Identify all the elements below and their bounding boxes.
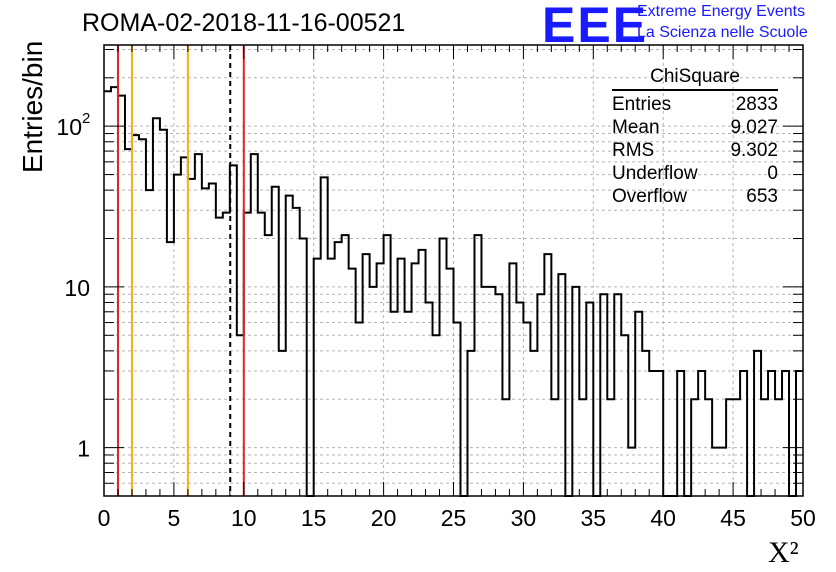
logo-line-1: Extreme Energy Events (637, 3, 806, 20)
x-tick-label: 35 (581, 505, 607, 531)
x-tick-label: 45 (720, 505, 746, 531)
y-tick-exponent: 2 (82, 110, 90, 127)
stats-row-entries: Entries 2833 (612, 93, 778, 116)
x-tick-label: 5 (168, 505, 181, 531)
stats-value: 2833 (735, 94, 778, 115)
stats-value: 653 (746, 186, 778, 207)
x-tick-label: 0 (98, 505, 111, 531)
x-tick-label: 20 (371, 505, 397, 531)
stats-box: ChiSquare Entries 2833 Mean 9.027 RMS 9.302… (612, 66, 778, 208)
y-tick-label: 10 (56, 114, 82, 140)
eee-logo: EEE (542, 0, 649, 53)
y-tick-label: 10 (64, 275, 90, 301)
x-tick-label: 15 (301, 505, 327, 531)
x-axis-label: X² (768, 536, 799, 569)
stats-row-mean: Mean 9.027 (612, 116, 778, 139)
stats-label: Mean (612, 117, 660, 138)
stats-row-overflow: Overflow 653 (612, 185, 778, 208)
histogram-outline (104, 86, 803, 497)
stats-value: 0 (767, 163, 778, 184)
stats-row-rms: RMS 9.302 (612, 139, 778, 162)
x-tick-label: 25 (441, 505, 467, 531)
stats-row-underflow: Underflow 0 (612, 162, 778, 185)
stats-title: ChiSquare (612, 66, 778, 91)
logo-line-2: La Scienza nelle Scuole (637, 24, 808, 41)
y-tick-label: 1 (77, 436, 90, 462)
x-tick-label: 10 (231, 505, 257, 531)
x-tick-label: 30 (511, 505, 537, 531)
chart-title: ROMA-02-2018-11-16-00521 (82, 9, 406, 37)
stats-label: Underflow (612, 163, 698, 184)
x-tick-label: 50 (790, 505, 816, 531)
stats-label: Overflow (612, 186, 687, 207)
stats-label: Entries (612, 94, 672, 115)
stats-value: 9.302 (730, 140, 778, 161)
stats-label: RMS (612, 140, 655, 161)
y-axis-label: Entries/bin (17, 40, 48, 173)
x-tick-label: 40 (650, 505, 676, 531)
stats-value: 9.027 (730, 117, 778, 138)
